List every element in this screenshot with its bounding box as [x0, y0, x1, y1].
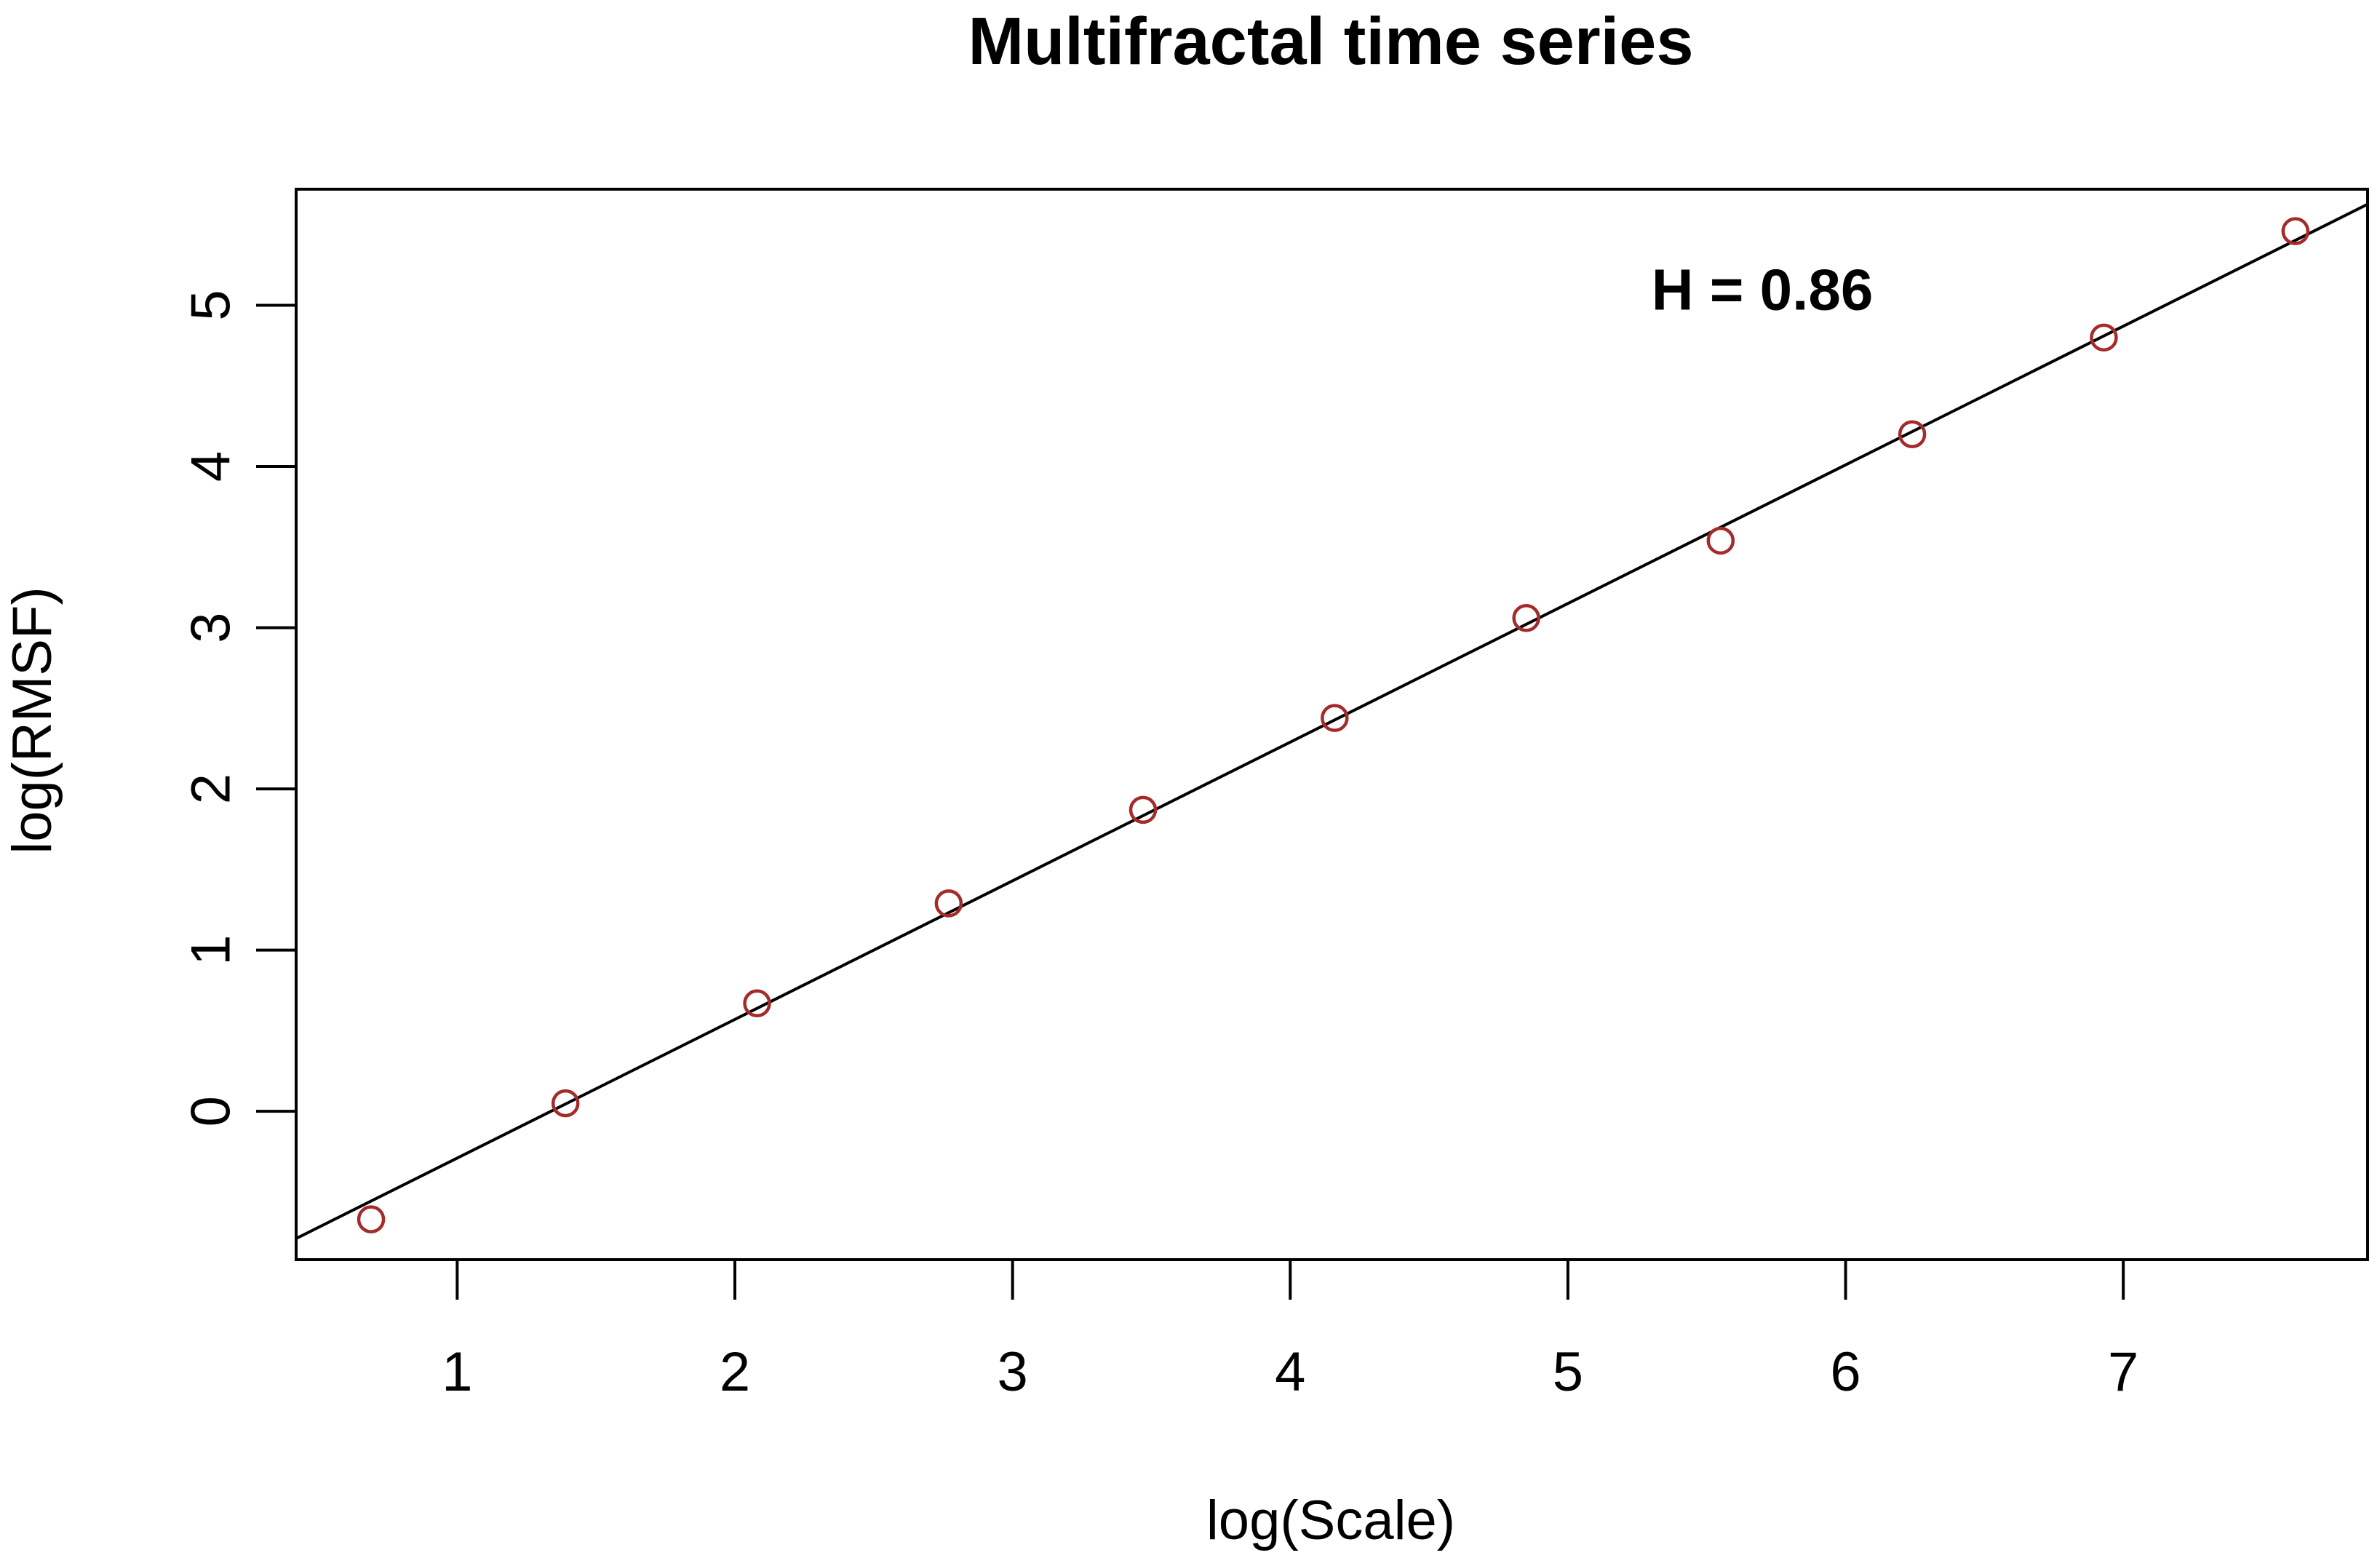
y-tick-label-2: 2	[180, 774, 242, 804]
y-tick-label-3: 3	[180, 612, 242, 643]
data-point-3	[743, 989, 771, 1018]
data-point-1	[357, 1205, 386, 1233]
h-annotation: H = 0.86	[1652, 257, 1874, 322]
points-layer	[357, 217, 2310, 1233]
x-tick-label-5: 5	[1553, 1341, 1583, 1403]
y-tick-label-1: 1	[180, 935, 242, 966]
data-point-5	[1129, 795, 1158, 824]
data-point-8	[1706, 526, 1735, 555]
fit-line	[296, 202, 2368, 1240]
data-point-2	[551, 1089, 580, 1118]
data-point-11	[2281, 217, 2310, 245]
x-tick-label-4: 4	[1275, 1341, 1305, 1403]
y-tick-label-0: 0	[180, 1096, 242, 1126]
plot-frame	[295, 188, 2369, 1261]
x-tick-label-2: 2	[720, 1341, 750, 1403]
fit-line-layer	[296, 202, 2368, 1240]
y-axis-label: log(RMSF)	[1, 587, 63, 854]
data-point-9	[1898, 420, 1927, 448]
y-tick-label-5: 5	[180, 290, 242, 320]
y-tick-label-4: 4	[180, 451, 242, 482]
x-tick-label-3: 3	[997, 1341, 1027, 1403]
chart-title: Multifractal time series	[968, 4, 1693, 79]
data-point-10	[2090, 323, 2118, 352]
x-axis-label: log(Scale)	[1206, 1490, 1455, 1551]
data-point-7	[1512, 604, 1540, 632]
x-tick-label-6: 6	[1830, 1341, 1860, 1403]
y-axis: 0 1 2 3 4 5	[180, 290, 296, 1126]
x-tick-label-1: 1	[442, 1341, 472, 1403]
x-tick-label-7: 7	[2108, 1341, 2138, 1403]
plot-border	[295, 188, 2369, 1261]
data-point-6	[1321, 704, 1349, 732]
x-axis: 1 2 3 4 5 6 7	[442, 1260, 2138, 1403]
data-point-4	[934, 889, 963, 918]
